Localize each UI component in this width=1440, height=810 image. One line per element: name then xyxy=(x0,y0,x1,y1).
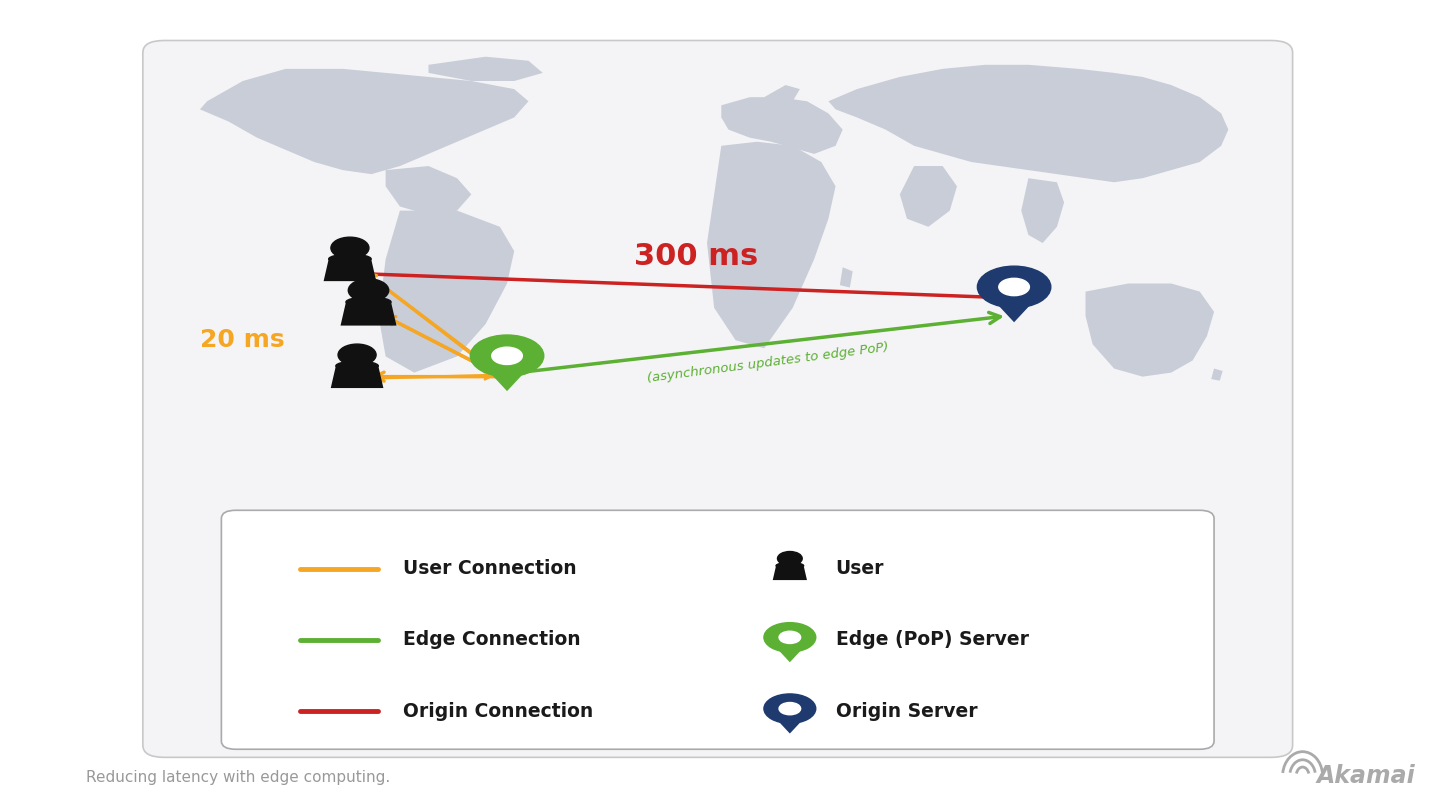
Circle shape xyxy=(348,279,389,302)
Polygon shape xyxy=(1021,178,1064,243)
Polygon shape xyxy=(324,259,376,281)
Circle shape xyxy=(978,266,1051,308)
Text: Akamai: Akamai xyxy=(1318,764,1416,788)
Text: Origin Server: Origin Server xyxy=(835,701,978,721)
Circle shape xyxy=(765,694,816,723)
Polygon shape xyxy=(1211,369,1223,381)
Text: User: User xyxy=(835,559,884,578)
Polygon shape xyxy=(484,367,530,391)
Ellipse shape xyxy=(336,361,379,370)
Circle shape xyxy=(471,335,544,377)
Text: 300 ms: 300 ms xyxy=(634,242,759,271)
Polygon shape xyxy=(379,211,514,373)
FancyBboxPatch shape xyxy=(143,40,1293,757)
Polygon shape xyxy=(991,298,1037,322)
Polygon shape xyxy=(340,302,396,326)
Circle shape xyxy=(779,631,801,643)
Ellipse shape xyxy=(346,297,392,307)
Polygon shape xyxy=(1171,126,1192,146)
Polygon shape xyxy=(900,166,958,227)
Ellipse shape xyxy=(328,254,372,263)
Text: Origin Connection: Origin Connection xyxy=(403,701,593,721)
Circle shape xyxy=(338,344,376,365)
Polygon shape xyxy=(773,716,806,734)
Polygon shape xyxy=(828,65,1228,182)
Circle shape xyxy=(779,702,801,714)
Circle shape xyxy=(331,237,369,258)
Circle shape xyxy=(999,279,1030,296)
Circle shape xyxy=(778,552,802,565)
Polygon shape xyxy=(1086,284,1214,377)
Ellipse shape xyxy=(776,563,804,569)
Circle shape xyxy=(765,623,816,652)
Text: Reducing latency with edge computing.: Reducing latency with edge computing. xyxy=(86,770,390,785)
Polygon shape xyxy=(331,366,383,388)
Circle shape xyxy=(491,347,523,364)
FancyBboxPatch shape xyxy=(222,510,1214,749)
Polygon shape xyxy=(721,97,842,154)
Text: Edge Connection: Edge Connection xyxy=(403,630,580,650)
Text: 20 ms: 20 ms xyxy=(200,328,285,352)
Polygon shape xyxy=(200,69,528,174)
Polygon shape xyxy=(773,565,806,580)
Text: User Connection: User Connection xyxy=(403,559,576,578)
Polygon shape xyxy=(840,267,852,288)
Polygon shape xyxy=(773,645,806,663)
Polygon shape xyxy=(429,57,543,81)
Polygon shape xyxy=(765,85,799,101)
Text: (asynchronous updates to edge PoP): (asynchronous updates to edge PoP) xyxy=(647,340,890,385)
Polygon shape xyxy=(707,142,835,348)
Polygon shape xyxy=(386,166,471,215)
Text: Edge (PoP) Server: Edge (PoP) Server xyxy=(835,630,1028,650)
